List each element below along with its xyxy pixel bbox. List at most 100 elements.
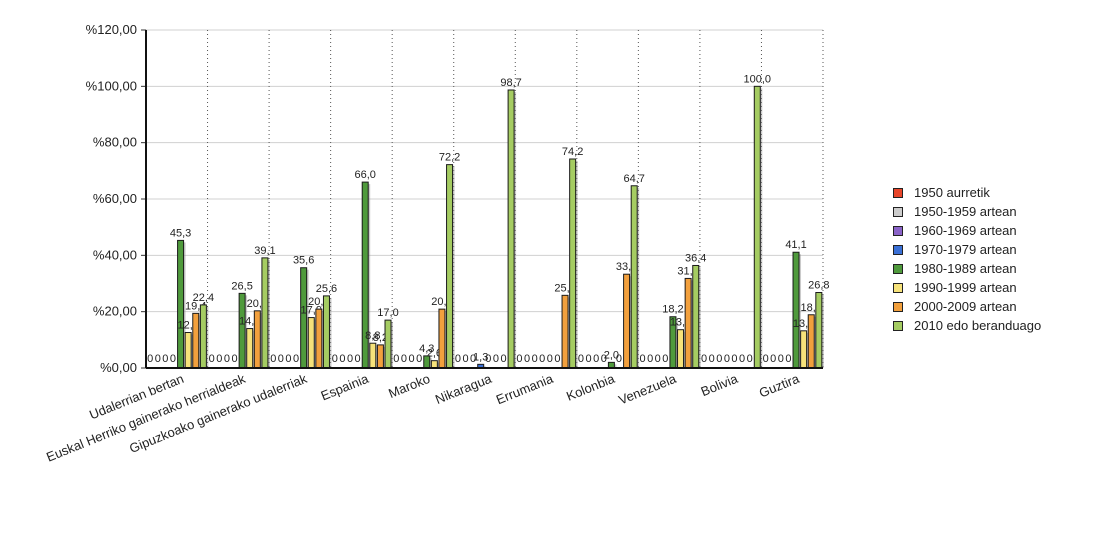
legend-item: 1960-1969 artean [893, 221, 1093, 240]
y-tick-label: %60,00 [93, 191, 137, 206]
y-tick-label: %100,00 [86, 78, 137, 93]
data-label: 8,8 [365, 330, 380, 342]
data-label: 0 [647, 353, 653, 365]
bar [684, 277, 692, 369]
y-tick-label: %20,00 [93, 304, 137, 319]
data-label: 0 [401, 353, 407, 365]
legend-swatch [893, 206, 903, 217]
data-label: 8,2 [373, 332, 388, 344]
data-label: 0 [285, 353, 291, 365]
x-tick-label: Venezuela [616, 371, 679, 408]
data-label: 0 [270, 353, 276, 365]
bar [238, 292, 246, 369]
bar [561, 294, 569, 369]
data-label: 2,6 [427, 348, 442, 360]
bar [677, 329, 685, 369]
legend-swatch [893, 225, 903, 236]
bar [753, 85, 761, 369]
data-label: 0 [586, 353, 592, 365]
data-label: 0 [662, 353, 668, 365]
data-label: 17,0 [377, 307, 398, 319]
data-label: 0 [770, 353, 776, 365]
data-label: 36,4 [685, 252, 706, 264]
data-label: 0 [554, 353, 560, 365]
data-label: 22,4 [193, 292, 214, 304]
data-label: 0 [355, 353, 361, 365]
bar [246, 328, 254, 369]
legend-item: 1970-1979 artean [893, 240, 1093, 259]
data-label: 98,7 [500, 77, 521, 89]
x-tick-label: Nikaragua [433, 371, 494, 407]
data-label: 0 [731, 353, 737, 365]
bar [253, 310, 261, 369]
data-label: 0 [416, 353, 422, 365]
data-label: 39,1 [254, 245, 275, 257]
y-tick-label: %0,00 [100, 360, 137, 375]
data-label: 0 [170, 353, 176, 365]
legend-item: 1980-1989 artean [893, 259, 1093, 278]
bar [192, 312, 200, 369]
x-tick-label: Errumania [494, 371, 556, 408]
y-tick-label: %120,00 [86, 22, 137, 37]
data-label: 0 [701, 353, 707, 365]
legend-swatch [893, 263, 903, 274]
data-label: 0 [763, 353, 769, 365]
data-label: 0 [209, 353, 215, 365]
bar [792, 251, 800, 369]
bar [430, 360, 438, 369]
x-tick-label: Bolivia [699, 371, 741, 400]
bar [630, 185, 638, 369]
bar [569, 158, 577, 369]
legend-label: 1980-1989 artean [914, 261, 1017, 276]
data-label: 0 [500, 353, 506, 365]
legend-item: 2000-2009 artean [893, 297, 1093, 316]
legend-swatch [893, 320, 903, 331]
y-tick-label: %80,00 [93, 135, 137, 150]
bar [369, 342, 377, 369]
bar [800, 330, 808, 369]
data-label: 18,2 [662, 304, 683, 316]
legend-label: 1950 aurretik [914, 185, 990, 200]
bar [322, 295, 330, 369]
data-label: 0 [408, 353, 414, 365]
bar [815, 292, 823, 369]
bar [315, 308, 323, 369]
data-label: 0 [293, 353, 299, 365]
legend-item: 2010 edo beranduago [893, 316, 1093, 335]
data-label: 100,0 [744, 73, 772, 85]
data-label: 0 [655, 353, 661, 365]
data-label: 0 [524, 353, 530, 365]
data-label: 25,6 [316, 283, 337, 295]
data-label: 41,1 [785, 239, 806, 251]
data-label: 0 [347, 353, 353, 365]
data-label: 26,8 [808, 280, 829, 292]
legend-label: 1970-1979 artean [914, 242, 1017, 257]
data-label: 0 [278, 353, 284, 365]
bar [807, 314, 815, 369]
data-label: 0 [470, 353, 476, 365]
data-label: 0 [147, 353, 153, 365]
data-label: 0 [639, 353, 645, 365]
data-label: 0 [231, 353, 237, 365]
legend-swatch [893, 301, 903, 312]
data-label: 2,0 [604, 349, 619, 361]
data-label: 0 [578, 353, 584, 365]
data-label: 0 [155, 353, 161, 365]
data-label: 0 [616, 353, 622, 365]
data-label: 0 [393, 353, 399, 365]
legend-label: 2010 edo beranduago [914, 318, 1042, 333]
legend-swatch [893, 282, 903, 293]
data-label: 64,7 [623, 173, 644, 185]
data-label: 74,2 [562, 146, 583, 158]
bar [692, 264, 700, 369]
data-label: 0 [455, 353, 461, 365]
legend-swatch [893, 187, 903, 198]
legend-item: 1950-1959 artean [893, 202, 1093, 221]
legend: 1950 aurretik 1950-1959 artean 1960-1969 a… [893, 183, 1093, 335]
data-label: 0 [747, 353, 753, 365]
x-tick-label: Kolonbia [564, 371, 617, 404]
data-label: 0 [547, 353, 553, 365]
data-label: 0 [339, 353, 345, 365]
data-label: 0 [785, 353, 791, 365]
bar [184, 332, 192, 369]
